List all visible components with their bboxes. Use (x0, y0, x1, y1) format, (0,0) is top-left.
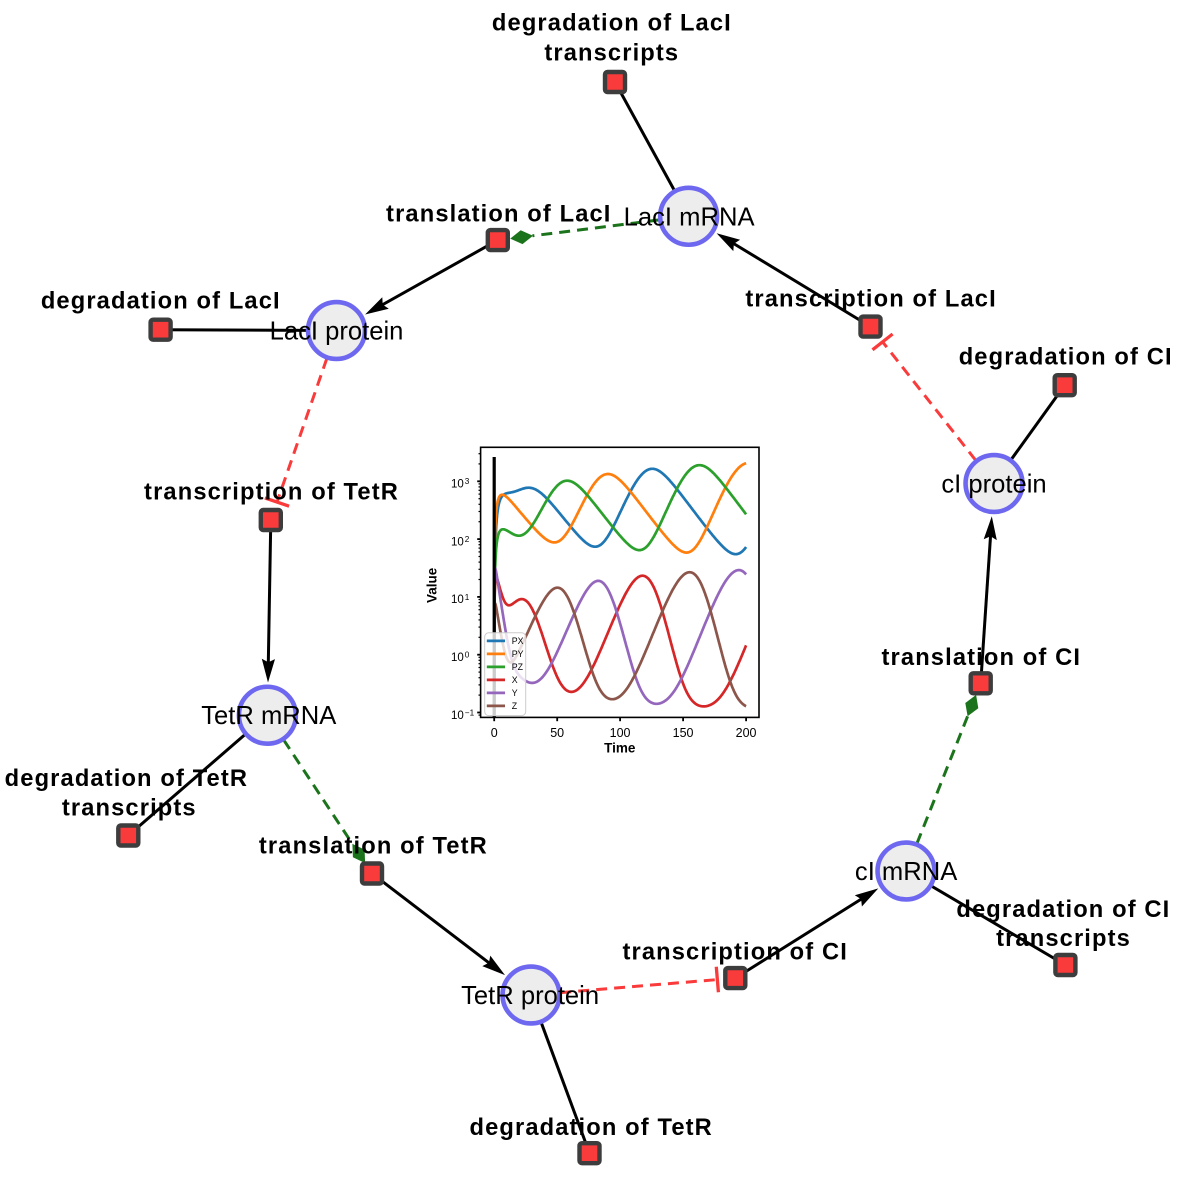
svg-text:Value: Value (424, 567, 439, 603)
svg-text:Z: Z (512, 701, 518, 711)
svg-text:150: 150 (673, 726, 694, 740)
svg-text:10: 10 (451, 710, 464, 722)
svg-text:10: 10 (451, 536, 464, 548)
svg-text:3: 3 (465, 477, 470, 486)
svg-text:TetR protein: TetR protein (461, 982, 599, 1010)
svg-text:X: X (512, 675, 518, 685)
svg-text:50: 50 (550, 726, 564, 740)
svg-text:10: 10 (451, 594, 464, 606)
svg-text:translation of LacI: translation of LacI (386, 201, 611, 227)
svg-text:Time: Time (604, 740, 636, 755)
svg-text:transcription of TetR: transcription of TetR (144, 479, 399, 505)
svg-text:transcription of CI: transcription of CI (622, 939, 847, 965)
svg-text:−1: −1 (465, 708, 475, 717)
svg-text:100: 100 (610, 726, 631, 740)
svg-text:degradation of CI: degradation of CI (956, 897, 1170, 923)
svg-text:transcripts: transcripts (62, 796, 197, 822)
svg-text:transcription of LacI: transcription of LacI (745, 287, 996, 313)
svg-text:200: 200 (736, 726, 757, 740)
svg-text:1: 1 (465, 593, 470, 602)
svg-text:10: 10 (451, 479, 464, 491)
svg-text:2: 2 (465, 535, 470, 544)
svg-text:translation of CI: translation of CI (882, 645, 1082, 671)
svg-text:PY: PY (512, 649, 524, 659)
svg-text:degradation of LacI: degradation of LacI (492, 11, 732, 37)
svg-text:TetR mRNA: TetR mRNA (201, 702, 337, 730)
svg-text:cI mRNA: cI mRNA (855, 858, 958, 886)
svg-text:PZ: PZ (512, 662, 524, 672)
svg-text:cI protein: cI protein (941, 471, 1046, 499)
svg-text:Y: Y (512, 688, 518, 698)
svg-text:LacI protein: LacI protein (270, 318, 404, 346)
svg-text:translation of TetR: translation of TetR (259, 834, 488, 860)
svg-text:transcripts: transcripts (996, 926, 1131, 952)
svg-text:0: 0 (465, 651, 470, 660)
svg-text:0: 0 (491, 726, 498, 740)
svg-text:transcripts: transcripts (544, 41, 679, 67)
svg-text:LacI mRNA: LacI mRNA (624, 203, 756, 231)
svg-text:degradation of LacI: degradation of LacI (41, 288, 281, 314)
svg-text:PX: PX (512, 636, 524, 646)
svg-text:10: 10 (451, 652, 464, 664)
svg-text:degradation of TetR: degradation of TetR (469, 1115, 712, 1141)
svg-text:degradation of CI: degradation of CI (959, 345, 1173, 371)
svg-text:degradation of TetR: degradation of TetR (5, 766, 248, 792)
